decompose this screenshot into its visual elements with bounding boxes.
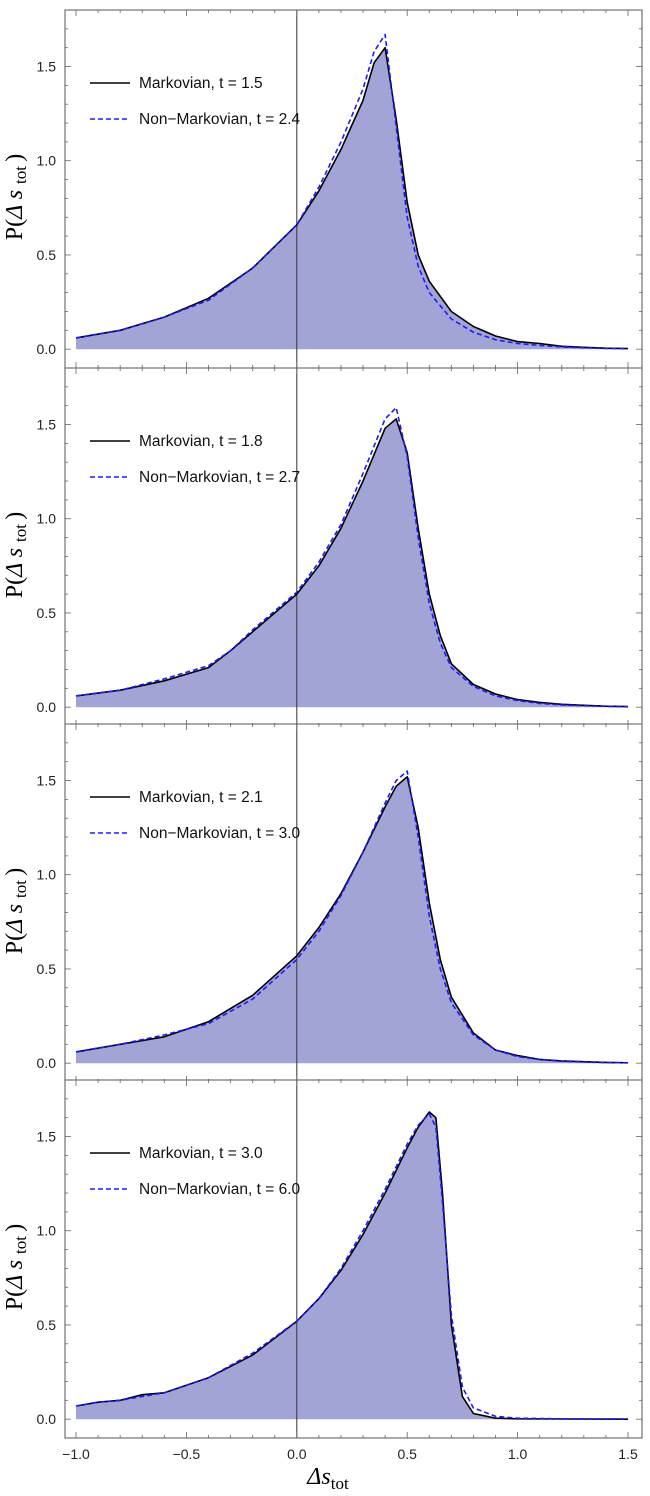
- chart-panel-2: 0.0 0.5 1.0 1.5 Markovian, t = 1.8 Non−Markov…: [2, 367, 643, 727]
- legend: Markovian, t = 2.1 Non−Markovian, t = 3.0: [90, 789, 300, 842]
- markovian-line: [75, 1111, 629, 1420]
- non-markovian-line: [75, 406, 629, 708]
- non-markovian-line: [75, 33, 629, 350]
- y-tick-label: 1.0: [37, 867, 57, 883]
- x-axis-title: Δstot: [306, 1464, 349, 1493]
- legend: Markovian, t = 1.8 Non−Markovian, t = 2.7: [90, 433, 300, 486]
- y-tick-label: 0.0: [37, 1055, 57, 1071]
- y-tick-label: 0.0: [37, 699, 57, 715]
- legend: Markovian, t = 1.5 Non−Markovian, t = 2.4: [90, 75, 300, 128]
- y-tick-label: 0.0: [37, 341, 57, 357]
- y-axis-title: P(Δ s tot ): [2, 512, 30, 599]
- y-axis-title: P(Δ s tot ): [2, 1224, 30, 1311]
- legend-entry-label: Markovian, t = 2.1: [139, 789, 263, 806]
- x-axis-title-main: Δs: [306, 1464, 330, 1490]
- legend-entry-label: Non−Markovian, t = 6.0: [139, 1181, 300, 1198]
- area-fill: [76, 418, 628, 708]
- y-tick-label: 1.5: [37, 773, 57, 789]
- y-tick-label: 1.0: [37, 511, 57, 527]
- chart-panel-3: 0.0 0.5 1.0 1.5 Markovian, t = 2.1 Non−Markov…: [2, 723, 643, 1083]
- x-axis-title-sub: tot: [331, 1474, 349, 1493]
- legend-entry-label: Markovian, t = 1.8: [139, 433, 263, 450]
- y-tick-label: 1.5: [37, 417, 57, 433]
- y-axis-title: P(Δ s tot ): [2, 154, 30, 241]
- y-tick-label: 1.5: [37, 1129, 57, 1145]
- y-tick-label: 1.0: [37, 1223, 57, 1239]
- legend-entry-label: Markovian, t = 1.5: [139, 75, 263, 92]
- legend-entry-label: Non−Markovian, t = 2.7: [139, 469, 300, 486]
- y-tick-label: 1.0: [37, 153, 57, 169]
- area-fill: [76, 1112, 628, 1420]
- chart-panel-1: 0.0 0.5 1.0 1.5 Markovian, t = 1.5 Non−Markov…: [2, 9, 643, 369]
- x-tick-label: 0.0: [287, 1446, 307, 1462]
- chart-panel-4: 0.0 0.5 1.0 1.5 Markovian, t = 3.0 Non−Markov…: [2, 1079, 643, 1462]
- y-tick-label: 0.5: [37, 605, 57, 621]
- y-tick-label: 1.5: [37, 59, 57, 75]
- non-markovian-line: [75, 1113, 629, 1420]
- y-tick-label: 0.5: [37, 247, 57, 263]
- x-tick-label: 1.0: [508, 1446, 528, 1462]
- non-markovian-line: [75, 770, 629, 1064]
- y-axis-title: P(Δ s tot ): [2, 868, 30, 955]
- legend-entry-label: Non−Markovian, t = 2.4: [139, 111, 300, 128]
- legend-entry-label: Markovian, t = 3.0: [139, 1145, 263, 1162]
- x-tick-label: 0.5: [397, 1446, 417, 1462]
- y-tick-label: 0.5: [37, 961, 57, 977]
- markovian-line: [75, 46, 629, 350]
- x-tick-label: 1.5: [618, 1446, 638, 1462]
- y-tick-label: 0.0: [37, 1411, 57, 1427]
- area-fill: [76, 776, 628, 1064]
- y-tick-label: 0.5: [37, 1317, 57, 1333]
- legend: Markovian, t = 3.0 Non−Markovian, t = 6.0: [90, 1145, 300, 1198]
- x-tick-label: −0.5: [173, 1446, 201, 1462]
- area-fill: [76, 47, 628, 350]
- panels-group: 0.0 0.5 1.0 1.5 Markovian, t = 1.5 Non−Markov…: [2, 9, 643, 1462]
- legend-entry-label: Non−Markovian, t = 3.0: [139, 825, 300, 842]
- x-tick-label: −1.0: [62, 1446, 90, 1462]
